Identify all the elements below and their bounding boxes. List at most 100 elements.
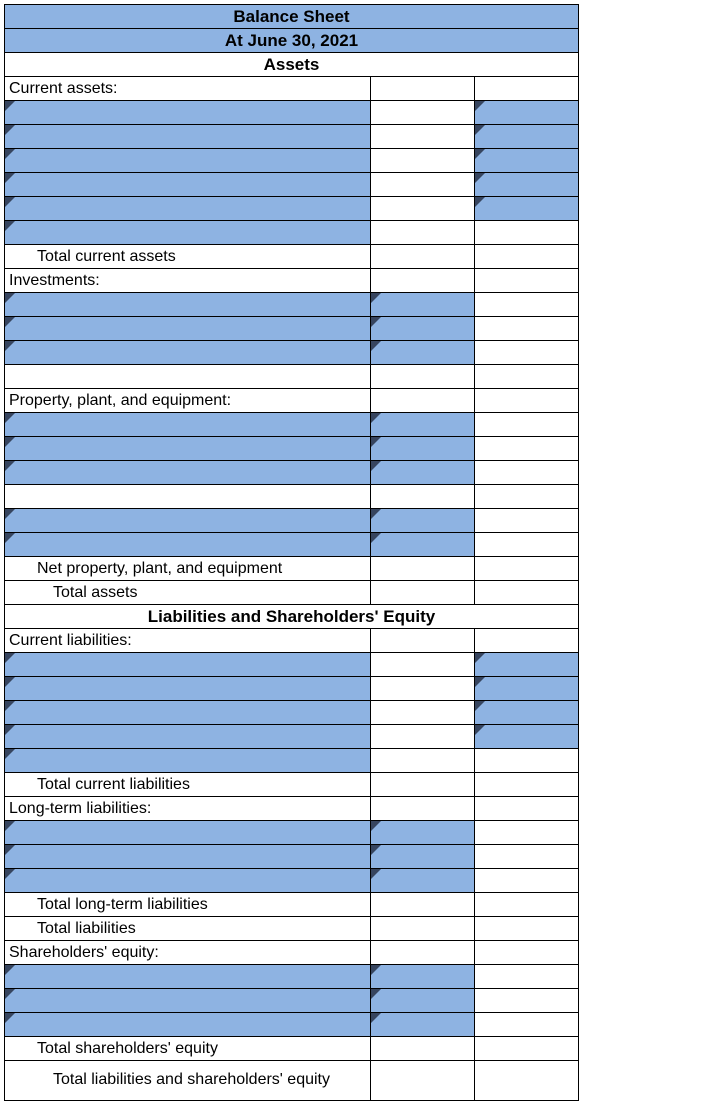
amount-dd-cell[interactable] [475, 701, 579, 725]
amount-dd-cell[interactable] [475, 725, 579, 749]
total-lt-liabilities-amount[interactable] [475, 893, 579, 917]
total-current-liabilities-amount[interactable] [475, 773, 579, 797]
blank-cell [475, 293, 579, 317]
blank-cell [475, 965, 579, 989]
ppe-item-5[interactable] [5, 533, 371, 557]
blank-cell [5, 485, 371, 509]
title-balance-sheet: Balance Sheet [5, 5, 579, 29]
amount-dd-cell[interactable] [371, 437, 475, 461]
balance-sheet-table: Balance Sheet At June 30, 2021 Assets Cu… [4, 4, 579, 1101]
current-liability-item-2[interactable] [5, 677, 371, 701]
amount-cell[interactable] [371, 749, 475, 773]
blank-cell [371, 389, 475, 413]
total-investments-amount[interactable] [475, 365, 579, 389]
amount-cell[interactable] [371, 485, 475, 509]
amount-cell[interactable] [371, 221, 475, 245]
amount-cell[interactable] [371, 149, 475, 173]
current-liability-item-1[interactable] [5, 653, 371, 677]
label-total-assets: Total assets [5, 581, 371, 605]
amount-dd-cell[interactable] [371, 533, 475, 557]
blank-cell [371, 269, 475, 293]
blank-cell [475, 437, 579, 461]
blank-cell [371, 941, 475, 965]
amount-cell[interactable] [371, 893, 475, 917]
blank-cell [371, 1061, 475, 1101]
amount-dd-cell[interactable] [371, 341, 475, 365]
blank-cell [475, 749, 579, 773]
ppe-item-3[interactable] [5, 461, 371, 485]
total-liab-equity-amount[interactable] [475, 1061, 579, 1101]
net-ppe-amount[interactable] [475, 557, 579, 581]
amount-dd-cell[interactable] [475, 149, 579, 173]
amount-cell[interactable] [371, 101, 475, 125]
ppe-item-2[interactable] [5, 437, 371, 461]
current-asset-item-4[interactable] [5, 173, 371, 197]
amount-cell[interactable] [371, 365, 475, 389]
current-asset-item-3[interactable] [5, 149, 371, 173]
blank-cell [475, 269, 579, 293]
blank-cell [371, 773, 475, 797]
current-liability-item-5[interactable] [5, 749, 371, 773]
lt-liability-item-1[interactable] [5, 821, 371, 845]
amount-dd-cell[interactable] [371, 869, 475, 893]
amount-cell[interactable] [371, 725, 475, 749]
equity-item-2[interactable] [5, 989, 371, 1013]
blank-cell [475, 389, 579, 413]
total-liabilities-amount[interactable] [475, 917, 579, 941]
label-ppe: Property, plant, and equipment: [5, 389, 371, 413]
amount-cell[interactable] [371, 197, 475, 221]
amount-dd-cell[interactable] [475, 653, 579, 677]
amount-dd-cell[interactable] [371, 461, 475, 485]
label-current-assets: Current assets: [5, 77, 371, 101]
amount-dd-cell[interactable] [475, 101, 579, 125]
amount-dd-cell[interactable] [475, 197, 579, 221]
amount-dd-cell[interactable] [475, 125, 579, 149]
current-liability-item-4[interactable] [5, 725, 371, 749]
amount-dd-cell[interactable] [371, 845, 475, 869]
amount-dd-cell[interactable] [371, 317, 475, 341]
blank-cell [475, 509, 579, 533]
blank-cell [371, 629, 475, 653]
blank-cell [371, 917, 475, 941]
amount-cell[interactable] [371, 677, 475, 701]
current-asset-item-1[interactable] [5, 101, 371, 125]
amount-dd-cell[interactable] [371, 1013, 475, 1037]
ppe-item-1[interactable] [5, 413, 371, 437]
lt-liability-item-3[interactable] [5, 869, 371, 893]
equity-item-1[interactable] [5, 965, 371, 989]
amount-dd-cell[interactable] [371, 413, 475, 437]
current-asset-item-5[interactable] [5, 197, 371, 221]
lt-liability-item-2[interactable] [5, 845, 371, 869]
amount-dd-cell[interactable] [371, 965, 475, 989]
amount-dd-cell[interactable] [371, 821, 475, 845]
ppe-item-4[interactable] [5, 509, 371, 533]
current-asset-item-2[interactable] [5, 125, 371, 149]
investment-item-3[interactable] [5, 341, 371, 365]
investment-item-2[interactable] [5, 317, 371, 341]
blank-cell [475, 797, 579, 821]
blank-cell [475, 629, 579, 653]
blank-cell [475, 869, 579, 893]
total-shareholders-equity-amount[interactable] [475, 1037, 579, 1061]
amount-cell[interactable] [371, 701, 475, 725]
amount-dd-cell[interactable] [371, 293, 475, 317]
blank-cell [475, 1013, 579, 1037]
current-asset-item-6[interactable] [5, 221, 371, 245]
blank-cell [475, 941, 579, 965]
blank-cell [475, 341, 579, 365]
amount-dd-cell[interactable] [371, 509, 475, 533]
section-assets: Assets [5, 53, 579, 77]
amount-cell[interactable] [371, 1037, 475, 1061]
current-liability-item-3[interactable] [5, 701, 371, 725]
amount-cell[interactable] [371, 125, 475, 149]
total-current-assets-amount[interactable] [475, 245, 579, 269]
amount-dd-cell[interactable] [475, 677, 579, 701]
amount-cell[interactable] [371, 653, 475, 677]
amount-cell[interactable] [371, 557, 475, 581]
investment-item-1[interactable] [5, 293, 371, 317]
amount-dd-cell[interactable] [475, 173, 579, 197]
total-assets-amount[interactable] [475, 581, 579, 605]
equity-item-3[interactable] [5, 1013, 371, 1037]
amount-cell[interactable] [371, 173, 475, 197]
amount-dd-cell[interactable] [371, 989, 475, 1013]
